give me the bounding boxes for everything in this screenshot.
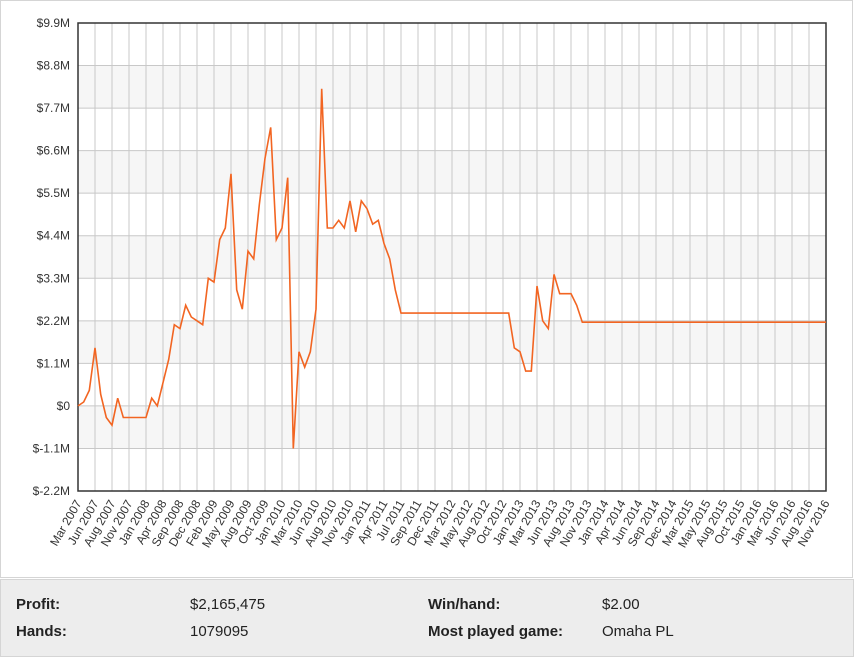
stat-label: Profit:: [16, 596, 61, 613]
stat-label: Win/hand:: [428, 596, 501, 613]
y-tick-label: $-2.2M: [33, 484, 70, 498]
stat-value: $2.00: [602, 596, 640, 613]
y-tick-label: $-1.1M: [33, 441, 70, 455]
y-tick-label: $2.2M: [37, 314, 70, 328]
y-tick-label: $4.4M: [37, 229, 70, 243]
plot-border: [77, 22, 827, 492]
y-tick-label: $6.6M: [37, 144, 70, 158]
stat-value: 1079095: [190, 623, 249, 640]
y-tick-label: $5.5M: [37, 186, 70, 200]
stats-panel: Profit: $2,165,475 Hands: 1079095 Win/ha…: [0, 579, 854, 657]
stat-value: Omaha PL: [602, 623, 674, 640]
y-tick-label: $0: [57, 399, 71, 413]
y-tick-label: $3.3M: [37, 271, 70, 285]
stat-label: Most played game:: [428, 623, 564, 640]
y-tick-label: $7.7M: [37, 101, 70, 115]
stat-value: $2,165,475: [190, 596, 266, 613]
stat-label: Hands:: [16, 623, 67, 640]
y-tick-label: $1.1M: [37, 356, 70, 370]
y-tick-label: $8.8M: [37, 59, 70, 73]
chart: $-2.2M $-1.1M $0 $1.1M $2.2M $3.3M $4.4M $5.5M $…: [0, 0, 853, 578]
y-tick-label: $9.9M: [37, 16, 70, 30]
series-line: [77, 88, 826, 449]
